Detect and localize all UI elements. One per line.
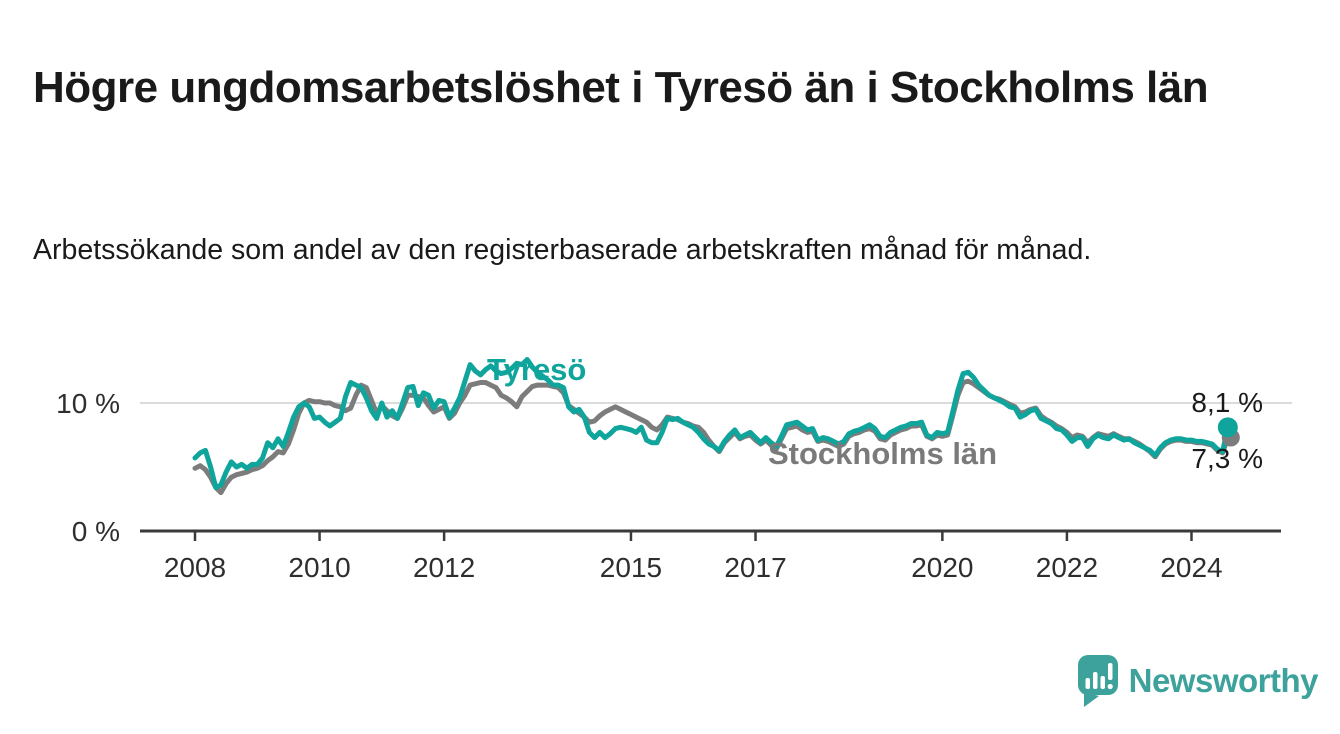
x-axis-ticks: 2008 2010 2012 2015 2017 2020 2022 2024 (164, 531, 1223, 583)
x-tick-label: 2008 (164, 552, 226, 583)
x-tick-label: 2020 (911, 552, 973, 583)
x-tick-label: 2012 (413, 552, 475, 583)
page-title: Högre ungdomsarbetslöshet i Tyresö än i … (33, 63, 1209, 113)
x-tick-label: 2017 (724, 552, 786, 583)
series-label-stockholms-lan: Stockholms län (768, 436, 997, 471)
x-tick-label: 2010 (288, 552, 350, 583)
x-tick-label: 2022 (1036, 552, 1098, 583)
series-line-stockholms-lan (192, 378, 1231, 496)
end-value-label-stockholms-lan: 7,3 % (1191, 443, 1263, 474)
series-label-tyreso: Tyresö (487, 352, 586, 387)
x-tick-label: 2024 (1160, 552, 1222, 583)
x-tick-label: 2015 (600, 552, 662, 583)
newsworthy-speech-bubble-bar-chart-icon (1077, 655, 1118, 707)
end-value-label-tyreso: 8,1 % (1191, 387, 1263, 418)
y-tick-label-0: 0 % (72, 516, 120, 547)
y-tick-label-10: 10 % (56, 388, 120, 419)
series-line-tyreso (192, 357, 1231, 490)
newsworthy-logo: Newsworthy (1077, 654, 1319, 708)
logo-text: Newsworthy (1128, 662, 1319, 699)
chart-subtitle: Arbetssökande som andel av den registerb… (33, 233, 1092, 266)
end-dot-tyreso (1217, 417, 1238, 438)
